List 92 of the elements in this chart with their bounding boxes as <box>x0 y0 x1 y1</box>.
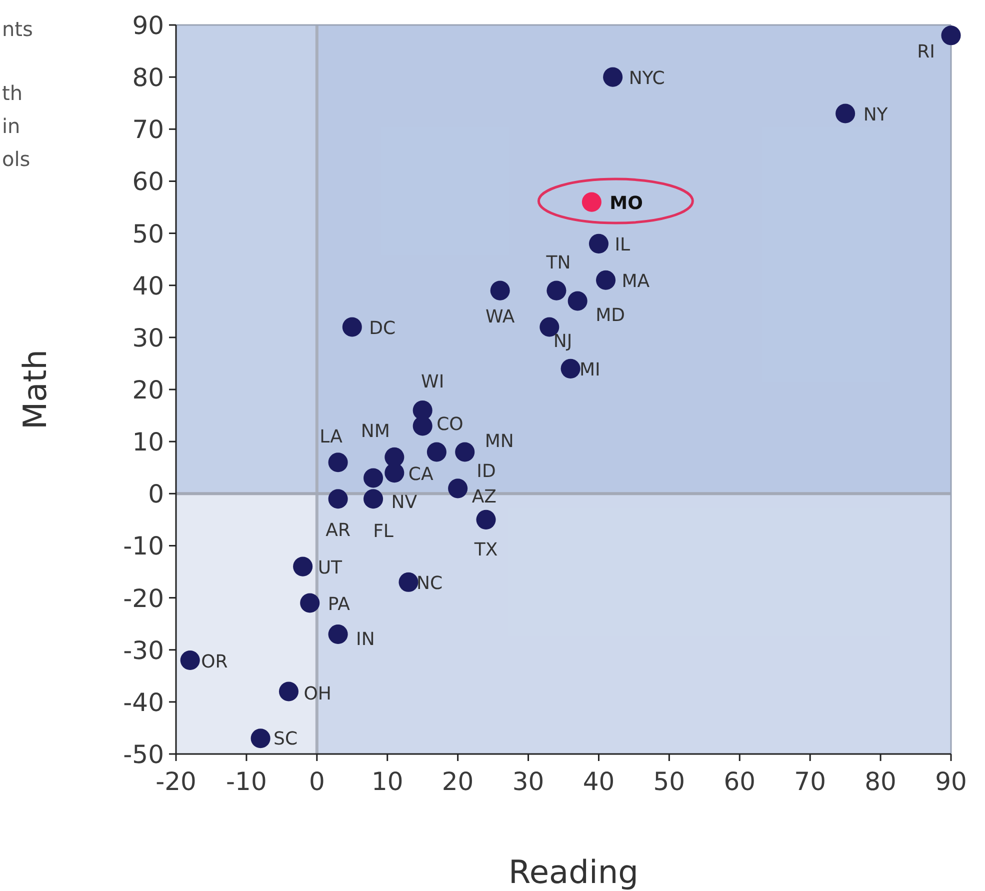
point <box>328 489 348 509</box>
point <box>596 270 616 290</box>
annotation: NYC <box>628 68 665 90</box>
y-tick-label: 10 <box>132 428 164 457</box>
annotation: NY <box>863 104 889 126</box>
x-tick-label: 30 <box>512 767 544 796</box>
annotation: MI <box>580 360 600 381</box>
y-tick-label: -50 <box>123 740 164 769</box>
x-axis-title: Reading <box>508 853 638 891</box>
point <box>180 650 200 670</box>
y-tick-label: 20 <box>132 376 164 404</box>
point <box>448 478 468 498</box>
point <box>836 104 856 124</box>
x-tick-label: 90 <box>935 767 967 796</box>
x-tick-label: 60 <box>724 767 756 796</box>
point <box>328 624 348 644</box>
annotation: AR <box>326 520 350 541</box>
point <box>300 593 320 613</box>
annotation: OR <box>201 651 228 672</box>
x-tick-label: -10 <box>226 767 267 796</box>
point <box>603 67 623 87</box>
y-tick-label: 0 <box>148 480 164 509</box>
y-tick-label: 90 <box>132 11 164 40</box>
y-tick-label: 80 <box>132 63 164 92</box>
y-tick-label: -20 <box>123 584 164 613</box>
x-tick-label: 20 <box>442 767 474 796</box>
point <box>560 358 580 378</box>
annotation: SC <box>274 728 298 750</box>
annotation: PA <box>328 594 351 615</box>
point <box>941 26 961 46</box>
x-tick-label: 40 <box>582 767 615 796</box>
text: nts <box>2 17 33 41</box>
y-tick-label: -30 <box>123 636 164 665</box>
x-tick-label: 10 <box>371 767 404 796</box>
annotation: MO <box>610 193 643 214</box>
point <box>342 317 362 337</box>
annotation: CA <box>408 464 434 485</box>
point <box>398 572 418 592</box>
annotation: ID <box>476 460 496 482</box>
annotation: UT <box>318 558 343 579</box>
point <box>328 452 348 472</box>
text: th <box>2 81 23 105</box>
point <box>546 280 566 300</box>
y-tick-label: -10 <box>123 532 164 561</box>
y-tick-label: -40 <box>123 688 164 717</box>
point <box>455 442 475 462</box>
y-tick-label: 30 <box>132 323 164 352</box>
x-tick-label: 80 <box>864 767 896 796</box>
point <box>384 463 404 483</box>
y-tick-label: 60 <box>132 167 164 196</box>
annotation: WI <box>421 371 444 392</box>
annotation: MD <box>596 304 625 326</box>
point <box>588 234 608 254</box>
point <box>412 416 432 436</box>
x-tick-label: -20 <box>156 767 196 796</box>
point <box>278 682 298 702</box>
annotation: AZ <box>472 486 496 508</box>
point <box>364 468 384 488</box>
annotation: NV <box>391 492 418 514</box>
annotation: LA <box>320 426 344 448</box>
annotation: CO <box>436 414 464 435</box>
annotation: MA <box>622 271 650 292</box>
x-tick-label: 70 <box>794 767 826 796</box>
point <box>364 489 384 509</box>
point <box>582 192 602 212</box>
point <box>476 510 496 530</box>
annotation: OH <box>304 684 332 705</box>
annotation: NC <box>416 573 443 594</box>
y-axis-title: Math <box>16 349 54 430</box>
point <box>426 442 446 462</box>
text: in <box>2 114 20 138</box>
annotation: NM <box>360 421 390 442</box>
x-tick-label: 0 <box>308 767 325 796</box>
annotation: TN <box>545 252 571 274</box>
annotation: IL <box>614 234 630 256</box>
text: ols <box>2 147 30 171</box>
point <box>250 728 270 748</box>
y-tick-label: 70 <box>132 115 164 144</box>
annotation: RI <box>917 41 935 62</box>
annotation: DC <box>369 318 396 340</box>
point <box>293 556 313 576</box>
point <box>568 291 588 311</box>
annotation: NJ <box>553 331 572 352</box>
y-tick-label: 40 <box>132 271 164 300</box>
annotation: WA <box>486 306 516 328</box>
annotation: IN <box>356 629 375 650</box>
annotation: TX <box>473 540 498 561</box>
annotation: FL <box>373 520 394 542</box>
y-tick-label: 50 <box>132 219 164 248</box>
point <box>490 280 510 300</box>
x-tick-label: 50 <box>653 767 686 796</box>
annotation: MN <box>484 430 514 452</box>
